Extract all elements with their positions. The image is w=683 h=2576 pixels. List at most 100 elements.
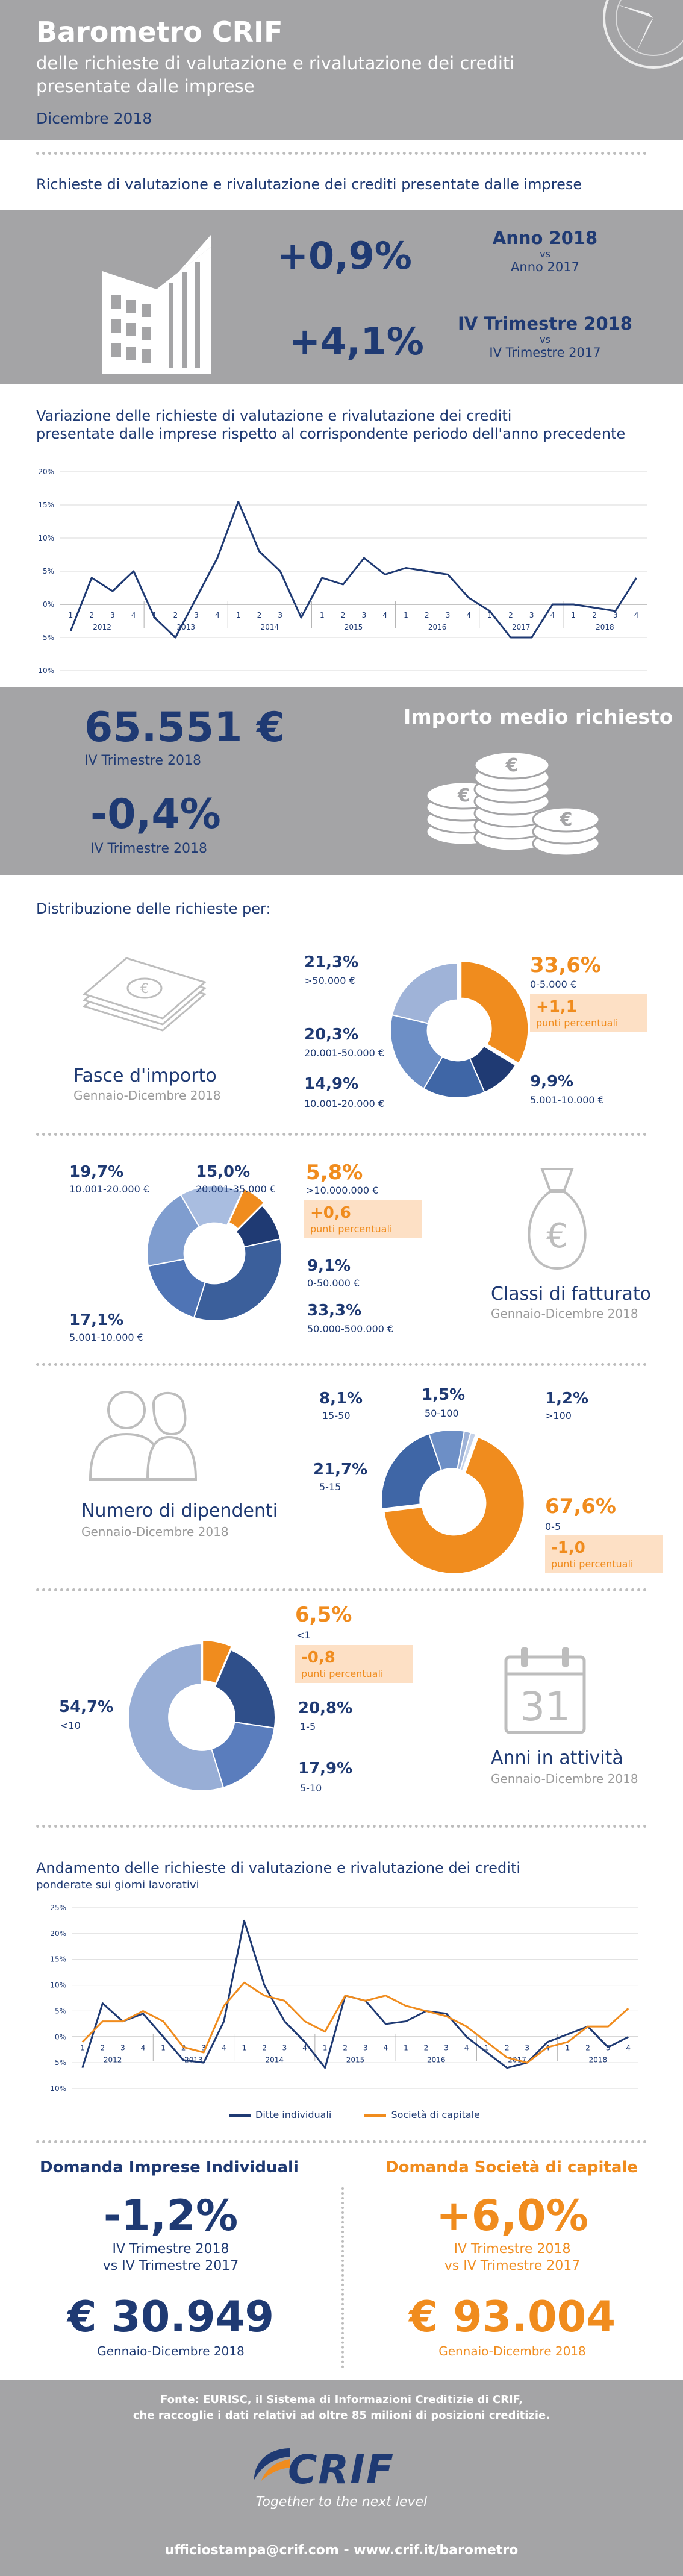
annual-label-2: vs	[540, 248, 550, 260]
dipendenti-donut-chart	[381, 1429, 525, 1575]
fatt-pct-4: 15,0%	[196, 1163, 251, 1181]
page-subtitle-line2: presentate dalle imprese	[36, 76, 255, 96]
fatt-pct-3: 19,7%	[69, 1163, 124, 1181]
annual-label-1: Anno 2018	[492, 228, 598, 248]
y-tick-label: 15%	[38, 501, 54, 509]
donut-slice	[381, 1432, 443, 1510]
banknotes-icon: €	[82, 957, 207, 1032]
individual-amount: € 30.949	[67, 2292, 275, 2342]
y-tick-label: 20%	[50, 1929, 66, 1938]
donut-slice	[228, 1188, 266, 1230]
year-label: 2014	[265, 2055, 284, 2064]
donut-slice	[202, 1640, 233, 1685]
fatt-pct-5: 5,8%	[306, 1161, 363, 1185]
fatturato-donut-chart	[146, 1185, 282, 1321]
fasce-pct-3: 20,3%	[304, 1026, 359, 1044]
x-tick-label: 1	[484, 2043, 489, 2052]
fasce-lbl-1: 5.001-10.000 €	[530, 1094, 604, 1106]
x-tick-label: 3	[613, 611, 618, 619]
average-amount-value: 65.551 €	[84, 704, 285, 751]
contacts-link[interactable]: ufficiostampa@crif.com - www.crif.it/bar…	[164, 2543, 519, 2558]
distribution-title: Distribuzione delle richieste per:	[36, 900, 271, 917]
x-tick-label: 3	[282, 2043, 287, 2052]
x-tick-label: 4	[302, 2043, 307, 2052]
average-amount-change: -0,4%	[90, 791, 221, 838]
divider	[36, 1363, 647, 1366]
x-tick-label: 4	[299, 611, 304, 619]
company-sub1: IV Trimestre 2018	[454, 2242, 571, 2257]
x-tick-label: 3	[529, 611, 534, 619]
compass-icon	[603, 0, 683, 69]
divider	[36, 2140, 647, 2143]
legend-swatch-ditte	[229, 2114, 251, 2117]
money-bag-icon: €	[528, 1168, 587, 1270]
x-tick-label: 3	[444, 2043, 449, 2052]
y-tick-label: -10%	[36, 666, 54, 675]
x-tick-label: 3	[446, 611, 451, 619]
fatturato-delta-badge: +0,6 punti percentuali	[304, 1200, 422, 1238]
calendar-icon: 31	[504, 1647, 586, 1734]
footer-band	[0, 2380, 683, 2576]
fasce-period: Gennaio-Dicembre 2018	[73, 1088, 221, 1103]
anni-pct-1: 20,8%	[298, 1699, 353, 1717]
x-tick-label: 2	[341, 611, 346, 619]
fatt-pct-2: 17,1%	[69, 1311, 124, 1329]
fasce-lbl-2: 10.001-20.000 €	[304, 1098, 385, 1109]
individual-title: Domanda Imprese Individuali	[40, 2158, 299, 2176]
x-tick-label: 1	[152, 611, 157, 619]
x-tick-label: 4	[131, 611, 136, 619]
quarter-change-value: +4,1%	[289, 319, 424, 363]
x-tick-label: 3	[362, 611, 367, 619]
divider	[36, 1588, 647, 1591]
section2-title-line2: presentate dalle imprese rispetto al cor…	[36, 425, 626, 442]
dipendenti-period: Gennaio-Dicembre 2018	[81, 1525, 229, 1539]
crif-tagline: Together to the next level	[255, 2495, 428, 2510]
legend-ditte: Ditte individuali	[255, 2109, 332, 2120]
x-tick-label: 1	[242, 2043, 247, 2052]
source-line2: che raccoglie i dati relativi ad oltre 8…	[133, 2409, 550, 2422]
x-tick-label: 3	[194, 611, 199, 619]
annual-label-3: Anno 2017	[511, 260, 579, 274]
fatt-lbl-0: 0-50.000 €	[307, 1277, 360, 1289]
y-tick-label: -5%	[40, 633, 54, 642]
x-tick-label: 2	[101, 2043, 105, 2052]
dip-pct-4: 1,2%	[545, 1390, 589, 1408]
section5-title-line1: Andamento delle richieste di valutazione…	[36, 1860, 521, 1876]
company-sub2: vs IV Trimestre 2017	[444, 2258, 581, 2274]
y-tick-label: -10%	[48, 2084, 66, 2093]
x-tick-label: 2	[89, 611, 94, 619]
quarter-change-label: IV Trimestre 2018 vs IV Trimestre 2017	[446, 313, 644, 360]
company-pct: +6,0%	[436, 2191, 588, 2240]
variation-line-chart: 20% 15% 10% 5% 0% -5% -10% 1 2 3 4 1 2 3 4 1 2 3 4 1 2 3 4 1 2 3 4…	[36, 468, 647, 675]
crif-logo: CRIF	[288, 2446, 395, 2493]
dip-pct-2: 8,1%	[319, 1390, 363, 1408]
anni-delta-unit: punti percentuali	[301, 1668, 384, 1679]
quarter-label-3: IV Trimestre 2017	[489, 345, 601, 360]
fatt-lbl-1: 50.000-500.000 €	[307, 1323, 394, 1335]
fatturato-title: Classi di fatturato	[491, 1283, 652, 1305]
average-change-label: IV Trimestre 2018	[90, 841, 208, 856]
individual-sub1: IV Trimestre 2018	[112, 2242, 229, 2257]
y-tick-label: 10%	[50, 1981, 66, 1990]
donut-slice	[179, 1185, 243, 1228]
year-label: 2014	[261, 623, 279, 631]
x-tick-label: 3	[525, 2043, 530, 2052]
dipendenti-delta-unit: punti percentuali	[551, 1558, 634, 1570]
fasce-lbl-3: 20.001-50.000 €	[304, 1047, 385, 1059]
fatt-pct-1: 33,3%	[307, 1302, 362, 1320]
fatturato-period: Gennaio-Dicembre 2018	[491, 1306, 638, 1321]
series-line-1	[81, 1981, 629, 2064]
dip-pct-1: 21,7%	[313, 1461, 368, 1479]
individual-period: Gennaio-Dicembre 2018	[97, 2344, 245, 2358]
x-tick-label: 2	[424, 2043, 429, 2052]
fatt-pct-0: 9,1%	[307, 1257, 351, 1275]
x-tick-label: 4	[626, 2043, 631, 2052]
dipendenti-delta-badge: -1,0 punti percentuali	[545, 1535, 663, 1573]
fasce-lbl-4: >50.000 €	[304, 975, 355, 986]
x-tick-label: 4	[550, 611, 555, 619]
divider	[36, 1825, 647, 1828]
anni-lbl-3: <10	[60, 1720, 81, 1731]
x-tick-label: 1	[161, 2043, 166, 2052]
y-tick-label: -5%	[52, 2058, 66, 2067]
calendar-day: 31	[520, 1684, 570, 1730]
